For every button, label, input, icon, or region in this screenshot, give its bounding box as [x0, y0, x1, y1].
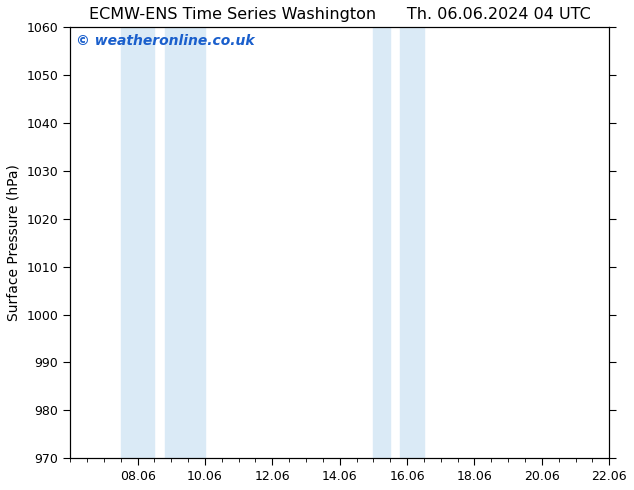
Bar [164, 27, 205, 458]
Bar [373, 27, 391, 458]
Y-axis label: Surface Pressure (hPa): Surface Pressure (hPa) [7, 164, 21, 321]
Bar [120, 27, 155, 458]
Text: © weatheronline.co.uk: © weatheronline.co.uk [75, 34, 254, 48]
Bar [400, 27, 424, 458]
Title: ECMW-ENS Time Series Washington      Th. 06.06.2024 04 UTC: ECMW-ENS Time Series Washington Th. 06.0… [89, 7, 591, 22]
